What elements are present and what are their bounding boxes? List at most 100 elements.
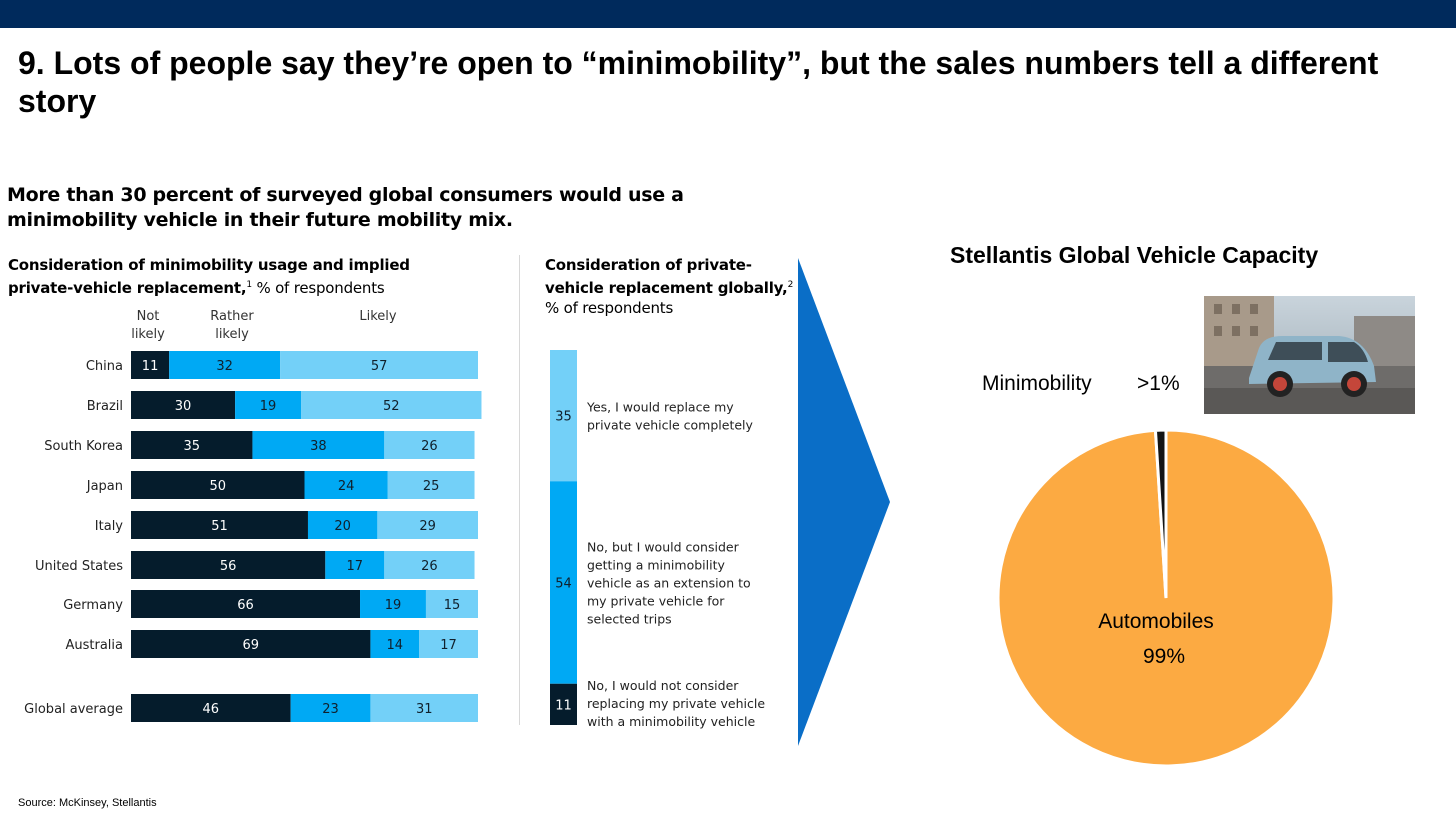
category-label: Global average: [24, 702, 123, 717]
footnote-marker: 2: [787, 280, 794, 290]
bar-segment: [425, 590, 478, 618]
bar-value-label: 17: [440, 638, 457, 653]
bar-value-label: 14: [386, 638, 403, 653]
bar-value-label: 32: [216, 359, 233, 374]
bar-segment: [280, 351, 478, 379]
segment-annotation: vehicle as an extension to: [587, 576, 751, 591]
bar-segment: [377, 511, 478, 539]
category-label: Australia: [65, 638, 123, 653]
pie-label-automobiles: Automobiles: [1098, 610, 1214, 633]
segment-annotation: with a minimobility vehicle: [587, 714, 755, 729]
series-header-label: Not: [137, 309, 160, 324]
bar-segment: [131, 391, 236, 419]
bar-segment: [360, 590, 426, 618]
bar-segment: [131, 590, 361, 618]
bar-value-label: 51: [211, 519, 228, 534]
vertical-bar-value: 54: [555, 577, 572, 592]
vertical-bar-segment: [550, 481, 577, 684]
category-label: South Korea: [44, 439, 123, 454]
vertical-bar-segment: [550, 683, 577, 725]
segment-annotation: my private vehicle for: [587, 594, 725, 609]
category-label: United States: [35, 559, 123, 574]
left-chart-title-unit: % of respondents: [251, 279, 385, 297]
category-label: Italy: [95, 519, 124, 534]
middle-chart-title-bold: Consideration of private-vehicle replace…: [545, 256, 788, 297]
bar-value-label: 19: [385, 598, 402, 613]
bar-segment: [131, 471, 305, 499]
car-photo-illustration: [1204, 296, 1415, 414]
bar-value-label: 11: [142, 359, 159, 374]
segment-annotation: selected trips: [587, 612, 672, 627]
bar-value-label: 26: [421, 439, 438, 454]
bar-segment: [169, 351, 281, 379]
pie-value-minimobility: >1%: [1137, 372, 1180, 395]
bar-value-label: 66: [237, 598, 254, 613]
bar-segment: [131, 511, 308, 539]
middle-chart-title-unit: % of respondents: [545, 299, 674, 317]
bar-value-label: 50: [209, 479, 226, 494]
slide-title: 9. Lots of people say they’re open to “m…: [18, 45, 1379, 119]
chevron-arrow-icon: [798, 258, 890, 746]
bar-segment: [384, 551, 475, 579]
category-label: China: [86, 359, 123, 374]
series-header-label: Rather: [210, 309, 254, 324]
bar-segment: [131, 351, 170, 379]
headline: More than 30 percent of surveyed global …: [7, 184, 684, 231]
bar-value-label: 20: [334, 519, 351, 534]
minimobility-car-photo: [1204, 296, 1415, 414]
global-replacement-stacked-bar: 35 Yes, I would replace my private vehicle…: [550, 350, 765, 729]
bar-segment: [131, 694, 291, 722]
bar-value-label: 30: [175, 399, 192, 414]
bar-segment: [235, 391, 302, 419]
segment-annotation: No, I would not consider: [587, 678, 739, 693]
stacked-bar-chart-by-country: Not likely Rather likely Likely China 11 32 57 Br…: [24, 309, 482, 722]
category-label: Germany: [63, 598, 123, 613]
bar-segment: [384, 431, 475, 459]
bar-value-label: 29: [419, 519, 436, 534]
middle-chart-title: Consideration of private-vehicle replace…: [545, 255, 805, 318]
bar-segment: [131, 551, 326, 579]
bar-segment: [290, 694, 371, 722]
bar-segment: [387, 471, 475, 499]
bar-value-label: 26: [421, 559, 438, 574]
bar-segment: [370, 694, 478, 722]
bar-segment: [131, 431, 253, 459]
bar-value-label: 35: [183, 439, 200, 454]
pie-slice-minimobility: [1153, 428, 1168, 599]
left-chart-title-bold: Consideration of minimobility usage and …: [8, 256, 410, 297]
vertical-bar-segment: [550, 350, 577, 482]
segment-annotation: Yes, I would replace my: [586, 400, 734, 415]
bar-value-label: 15: [444, 598, 461, 613]
panel-divider: [519, 255, 520, 725]
segment-annotation: getting a minimobility: [587, 558, 725, 573]
bar-segment: [307, 511, 378, 539]
series-header-label: likely: [131, 327, 165, 342]
bar-value-label: 56: [220, 559, 237, 574]
bar-value-label: 38: [310, 439, 327, 454]
segment-annotation: replacing my private vehicle: [587, 696, 765, 711]
vertical-bar-value: 35: [555, 410, 572, 425]
category-label: Brazil: [87, 399, 123, 414]
bar-value-label: 31: [416, 702, 433, 717]
pie-value-automobiles: 99%: [1143, 645, 1185, 668]
bar-segment: [131, 630, 371, 658]
bar-segment: [419, 630, 478, 658]
series-header-label: Likely: [359, 309, 397, 324]
series-header-label: likely: [215, 327, 249, 342]
top-banner: [0, 0, 1456, 28]
category-label: Japan: [86, 479, 123, 494]
bar-segment: [252, 431, 385, 459]
bar-value-label: 52: [383, 399, 400, 414]
vertical-bar-value: 11: [555, 698, 572, 713]
bar-value-label: 17: [347, 559, 364, 574]
left-chart-title: Consideration of minimobility usage and …: [8, 255, 468, 298]
bar-segment: [325, 551, 385, 579]
bar-segment: [304, 471, 388, 499]
pie-chart-title: Stellantis Global Vehicle Capacity: [950, 242, 1319, 268]
bar-value-label: 25: [423, 479, 440, 494]
footnote-marker: 1: [246, 280, 252, 290]
bar-value-label: 69: [242, 638, 259, 653]
vehicle-capacity-pie-chart: Automobiles 99% Minimobility >1%: [982, 372, 1336, 768]
segment-annotation: private vehicle completely: [587, 418, 754, 433]
pie-label-minimobility: Minimobility: [982, 372, 1092, 395]
